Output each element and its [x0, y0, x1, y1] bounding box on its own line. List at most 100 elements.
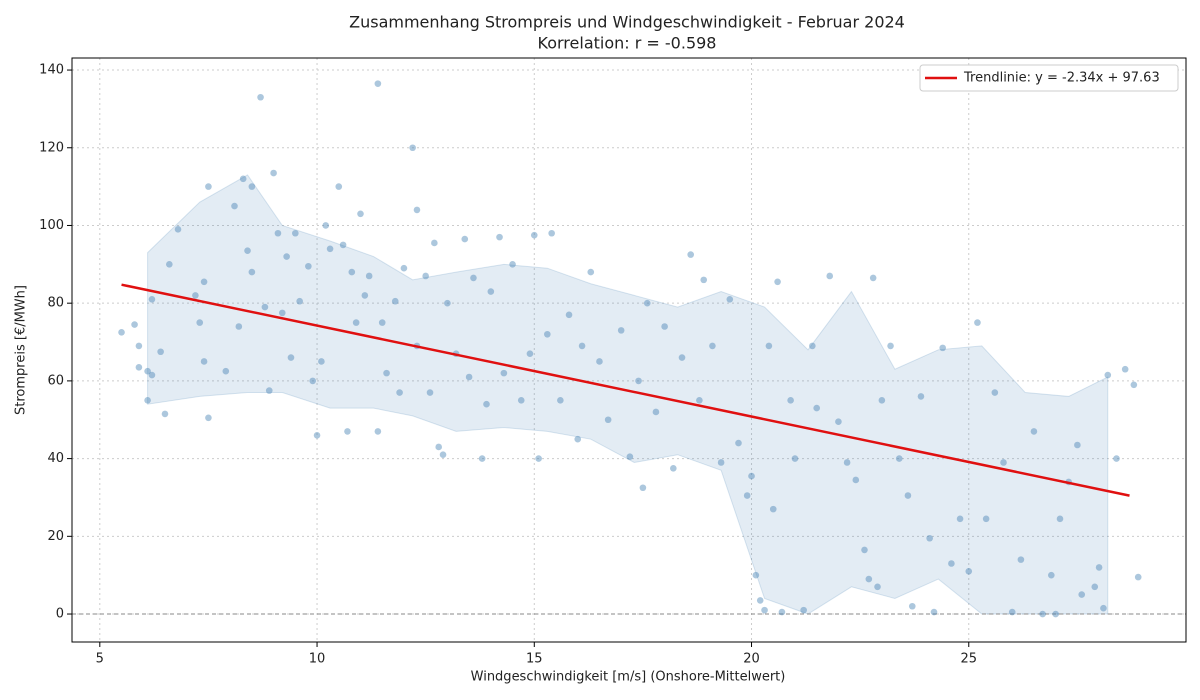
point: [144, 397, 151, 404]
point: [135, 363, 143, 371]
point: [205, 414, 212, 422]
point: [956, 515, 964, 523]
point: [1030, 428, 1038, 435]
point: [1078, 591, 1086, 598]
point: [318, 358, 325, 365]
legend-box: [919, 64, 1179, 92]
trend-line: [121, 283, 1130, 497]
point: [752, 571, 760, 579]
point: [974, 319, 981, 326]
point: [696, 397, 703, 404]
point: [878, 397, 886, 404]
point: [487, 288, 495, 295]
point: [1130, 381, 1138, 389]
point: [670, 465, 677, 472]
x-tick-label: 25: [960, 652, 977, 667]
point: [1134, 573, 1142, 581]
point: [383, 369, 390, 377]
point: [865, 575, 873, 583]
point: [166, 261, 173, 268]
point: [270, 169, 277, 177]
point: [313, 431, 321, 439]
point: [309, 377, 317, 385]
point: [982, 515, 990, 523]
point: [200, 278, 208, 286]
point: [748, 472, 755, 480]
point: [374, 428, 382, 435]
point: [869, 274, 877, 282]
y-tick-label: 40: [47, 451, 64, 466]
point: [1074, 441, 1081, 449]
point: [131, 321, 138, 328]
point: [813, 404, 820, 412]
point: [639, 484, 647, 492]
point: [1039, 610, 1046, 618]
point: [1017, 556, 1025, 563]
point: [148, 295, 156, 303]
point: [244, 247, 251, 255]
plot-frame: [71, 57, 1187, 643]
point: [478, 455, 486, 462]
point: [265, 387, 273, 394]
point: [287, 354, 295, 361]
point: [148, 371, 156, 379]
point: [917, 393, 925, 400]
x-axis-label: Windgeschwindigkeit [m/s] (Onshore-Mitte…: [471, 670, 786, 685]
point: [926, 534, 933, 542]
point: [192, 292, 199, 299]
point: [874, 583, 881, 591]
point: [1100, 604, 1107, 612]
y-tick-label: 80: [47, 296, 64, 311]
point: [557, 397, 564, 404]
y-tick-label: 60: [47, 373, 64, 388]
point: [200, 358, 208, 365]
point: [835, 418, 842, 425]
point: [1048, 571, 1055, 579]
point: [361, 292, 369, 299]
point: [635, 377, 642, 385]
point: [787, 397, 794, 404]
point: [743, 492, 751, 499]
point: [426, 389, 434, 396]
point: [500, 369, 508, 377]
point: [278, 309, 286, 317]
point: [908, 602, 916, 610]
point: [157, 348, 164, 356]
point: [396, 389, 403, 396]
point: [365, 272, 373, 280]
point: [174, 226, 182, 233]
point: [296, 297, 303, 305]
point: [1113, 455, 1120, 462]
point: [509, 261, 516, 268]
point: [431, 239, 438, 247]
point: [483, 400, 490, 408]
point: [196, 319, 204, 326]
point: [274, 229, 282, 237]
x-tick-label: 10: [309, 652, 326, 667]
point: [535, 455, 542, 462]
point: [235, 323, 243, 330]
point: [778, 608, 786, 616]
point: [118, 329, 125, 336]
point: [761, 606, 768, 614]
point: [774, 278, 781, 286]
y-axis-label: Strompreis [€/MWh]: [14, 285, 29, 415]
point: [283, 253, 290, 260]
point: [809, 342, 816, 350]
point: [800, 606, 807, 614]
point: [565, 311, 573, 319]
point: [904, 492, 912, 499]
point: [756, 597, 764, 604]
point: [765, 342, 773, 350]
point: [652, 408, 660, 416]
point: [231, 202, 238, 210]
point: [257, 93, 264, 101]
point: [526, 350, 534, 357]
point: [444, 299, 451, 307]
point: [261, 303, 269, 311]
point: [374, 80, 382, 87]
point: [991, 389, 999, 396]
point: [391, 297, 399, 305]
